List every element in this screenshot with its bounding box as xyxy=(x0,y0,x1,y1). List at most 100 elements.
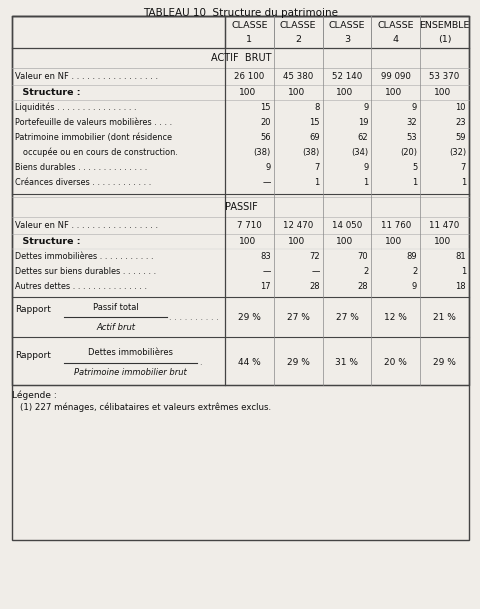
Text: 52 140: 52 140 xyxy=(331,72,361,81)
Text: 83: 83 xyxy=(260,252,270,261)
Text: 81: 81 xyxy=(455,252,465,261)
Text: CLASSE: CLASSE xyxy=(377,21,413,30)
Text: 100: 100 xyxy=(433,88,450,97)
Text: 31 %: 31 % xyxy=(335,358,358,367)
Text: 100: 100 xyxy=(384,88,402,97)
Text: (38): (38) xyxy=(253,148,270,157)
Text: 14 050: 14 050 xyxy=(331,221,361,230)
Text: 1: 1 xyxy=(362,178,368,187)
Text: PASSIF: PASSIF xyxy=(224,202,257,212)
Text: Structure :: Structure : xyxy=(16,237,80,246)
Text: 5: 5 xyxy=(411,163,416,172)
Text: 100: 100 xyxy=(287,237,304,246)
Text: 12 %: 12 % xyxy=(384,312,407,322)
Text: 17: 17 xyxy=(260,282,270,291)
Text: 4: 4 xyxy=(392,35,398,43)
Text: 18: 18 xyxy=(455,282,465,291)
Text: 100: 100 xyxy=(433,237,450,246)
Text: Patrimoine immobilier (dont résidence: Patrimoine immobilier (dont résidence xyxy=(15,133,172,142)
Text: 11 470: 11 470 xyxy=(429,221,459,230)
Text: 20 %: 20 % xyxy=(384,358,407,367)
Text: 59: 59 xyxy=(455,133,465,142)
Text: CLASSE: CLASSE xyxy=(231,21,267,30)
Text: .: . xyxy=(199,358,201,367)
Bar xyxy=(12,16,468,385)
Text: Passif total: Passif total xyxy=(93,303,138,311)
Text: 3: 3 xyxy=(343,35,349,43)
Text: 27 %: 27 % xyxy=(286,312,309,322)
Text: 9: 9 xyxy=(411,103,416,112)
Text: 1: 1 xyxy=(411,178,416,187)
Text: (1) 227 ménages, célibataires et valeurs extrêmes exclus.: (1) 227 ménages, célibataires et valeurs… xyxy=(20,403,271,412)
Text: 70: 70 xyxy=(357,252,368,261)
Text: 21 %: 21 % xyxy=(432,312,455,322)
Text: 32: 32 xyxy=(406,118,416,127)
Text: Autres dettes . . . . . . . . . . . . . . .: Autres dettes . . . . . . . . . . . . . … xyxy=(15,282,147,291)
Text: 28: 28 xyxy=(308,282,319,291)
Text: Liquidités . . . . . . . . . . . . . . . .: Liquidités . . . . . . . . . . . . . . .… xyxy=(15,103,136,112)
Text: Portefeuille de valeurs mobilières . . . .: Portefeuille de valeurs mobilières . . .… xyxy=(15,118,172,127)
Text: 89: 89 xyxy=(406,252,416,261)
Text: 9: 9 xyxy=(265,163,270,172)
Text: Rapport: Rapport xyxy=(15,351,51,360)
Text: —: — xyxy=(262,178,270,187)
Text: Actif brut: Actif brut xyxy=(96,323,135,331)
Text: 2: 2 xyxy=(362,267,368,276)
Text: —: — xyxy=(311,267,319,276)
Text: Valeur en NF . . . . . . . . . . . . . . . . .: Valeur en NF . . . . . . . . . . . . . .… xyxy=(15,72,158,81)
Text: 7: 7 xyxy=(313,163,319,172)
Text: TABLEAU 10  Structure du patrimoine: TABLEAU 10 Structure du patrimoine xyxy=(143,8,338,18)
Text: 100: 100 xyxy=(336,237,353,246)
Text: 45 380: 45 380 xyxy=(283,72,312,81)
Text: 1: 1 xyxy=(460,267,465,276)
Text: 99 090: 99 090 xyxy=(380,72,410,81)
Text: 20: 20 xyxy=(260,118,270,127)
Text: Structure :: Structure : xyxy=(16,88,80,97)
Text: 100: 100 xyxy=(384,237,402,246)
Text: 19: 19 xyxy=(357,118,368,127)
Text: 100: 100 xyxy=(238,237,255,246)
Text: 11 760: 11 760 xyxy=(380,221,410,230)
Text: 9: 9 xyxy=(362,163,368,172)
Text: 53: 53 xyxy=(406,133,416,142)
Text: 29 %: 29 % xyxy=(432,358,455,367)
Text: 10: 10 xyxy=(455,103,465,112)
Text: Dettes sur biens durables . . . . . . .: Dettes sur biens durables . . . . . . . xyxy=(15,267,156,276)
Text: ACTIF  BRUT: ACTIF BRUT xyxy=(210,53,271,63)
Text: 26 100: 26 100 xyxy=(234,72,264,81)
Text: (20): (20) xyxy=(399,148,416,157)
Text: 7: 7 xyxy=(460,163,465,172)
Text: Légende :: Légende : xyxy=(12,390,57,400)
Text: 100: 100 xyxy=(287,88,304,97)
Text: Patrimoine immobilier brut: Patrimoine immobilier brut xyxy=(74,368,187,377)
Text: 23: 23 xyxy=(455,118,465,127)
Text: 12 470: 12 470 xyxy=(283,221,312,230)
Text: Créances diverses . . . . . . . . . . . .: Créances diverses . . . . . . . . . . . … xyxy=(15,178,151,187)
Text: 2: 2 xyxy=(295,35,300,43)
Text: Valeur en NF . . . . . . . . . . . . . . . . .: Valeur en NF . . . . . . . . . . . . . .… xyxy=(15,221,158,230)
Text: (34): (34) xyxy=(350,148,368,157)
Text: Dettes immobilières . . . . . . . . . . .: Dettes immobilières . . . . . . . . . . … xyxy=(15,252,153,261)
Text: ENSEMBLE: ENSEMBLE xyxy=(419,21,469,30)
Text: 8: 8 xyxy=(313,103,319,112)
Text: 1: 1 xyxy=(314,178,319,187)
Text: 29 %: 29 % xyxy=(238,312,260,322)
Text: 29 %: 29 % xyxy=(286,358,309,367)
Text: 62: 62 xyxy=(357,133,368,142)
Text: 28: 28 xyxy=(357,282,368,291)
Text: 56: 56 xyxy=(260,133,270,142)
Bar xyxy=(12,16,468,540)
Text: CLASSE: CLASSE xyxy=(328,21,364,30)
Text: 69: 69 xyxy=(308,133,319,142)
Text: Biens durables . . . . . . . . . . . . . .: Biens durables . . . . . . . . . . . . .… xyxy=(15,163,147,172)
Text: (38): (38) xyxy=(302,148,319,157)
Text: CLASSE: CLASSE xyxy=(279,21,316,30)
Text: 7 710: 7 710 xyxy=(237,221,261,230)
Text: (32): (32) xyxy=(448,148,465,157)
Text: occupée ou en cours de construction.: occupée ou en cours de construction. xyxy=(15,148,178,157)
Text: (1): (1) xyxy=(437,35,450,43)
Text: 27 %: 27 % xyxy=(335,312,358,322)
Text: 1: 1 xyxy=(460,178,465,187)
Text: Dettes immobilières: Dettes immobilières xyxy=(88,348,173,357)
Text: 9: 9 xyxy=(411,282,416,291)
